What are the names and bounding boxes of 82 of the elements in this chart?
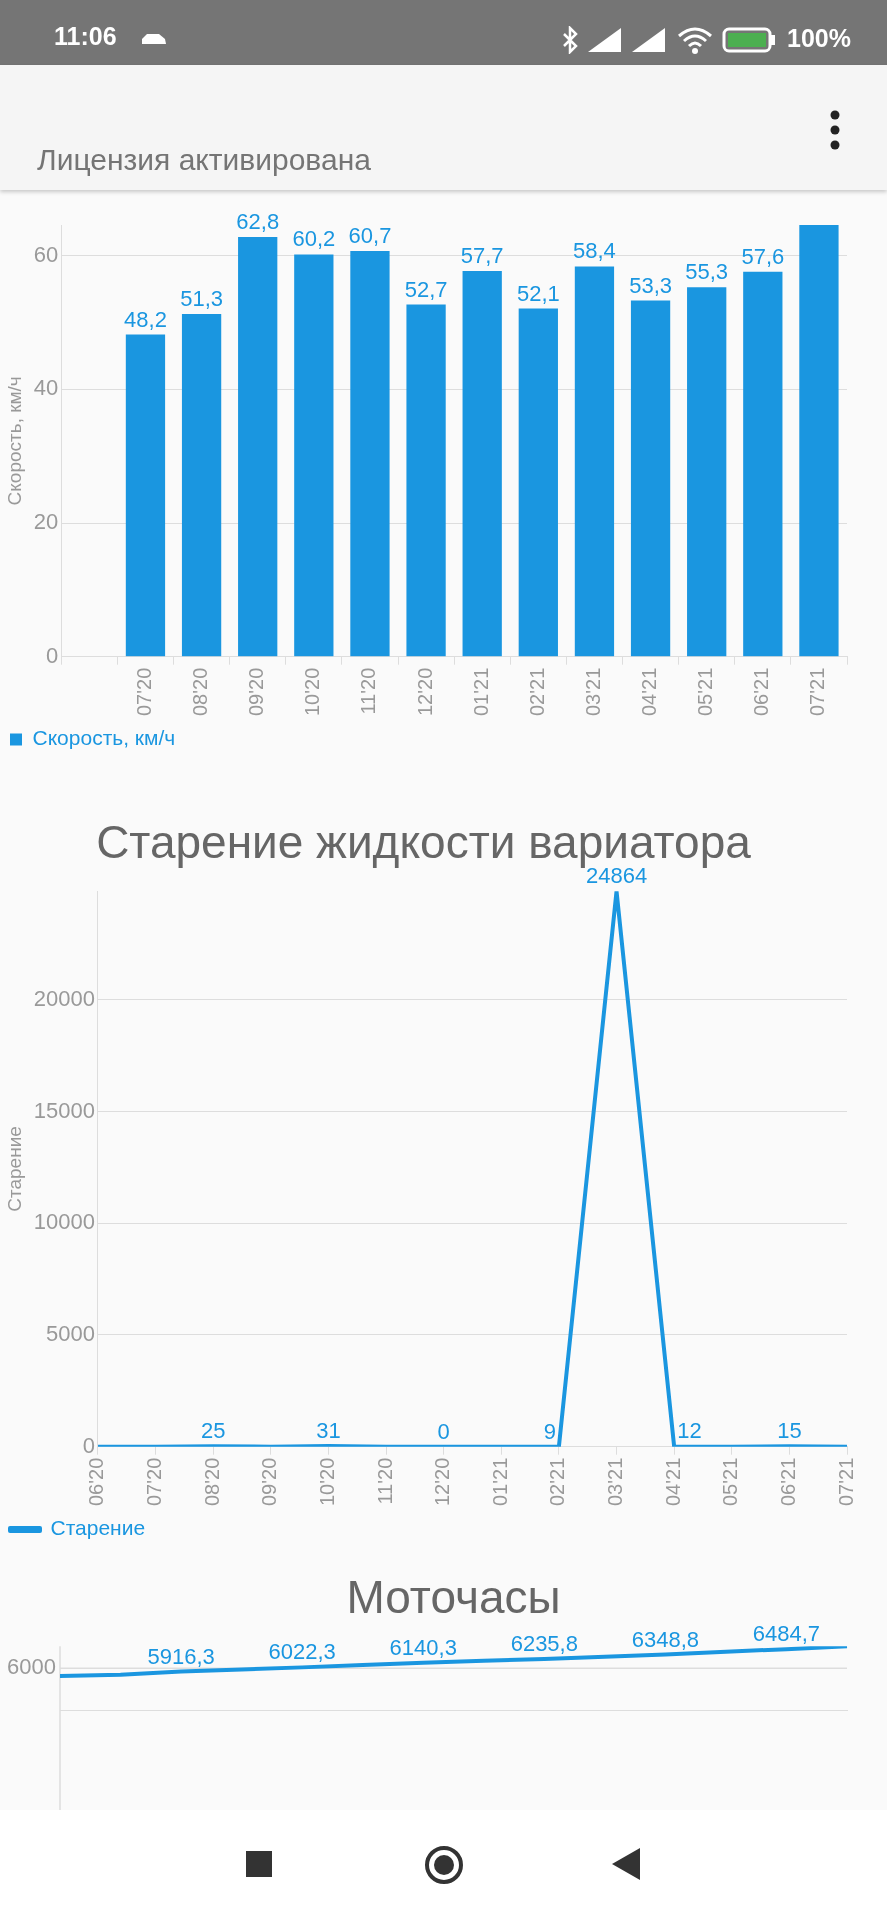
data-label: 6235,8: [510, 1631, 578, 1657]
bar: [462, 271, 502, 657]
x-tick-label: 09'20: [258, 1457, 281, 1506]
data-label: 25: [200, 1418, 226, 1444]
x-tick-label: 12'20: [431, 1457, 454, 1506]
text: 11:06: [54, 22, 117, 51]
data-label: 9: [543, 1418, 556, 1444]
x-tick-label: 01'21: [469, 667, 492, 716]
x-tick-label: 06'21: [750, 667, 773, 716]
x-tick-label: 07'20: [143, 1457, 166, 1506]
x-tick-label: 11'20: [373, 1457, 396, 1505]
x-tick-label: 11'20: [357, 667, 380, 715]
data-label: 52,1: [516, 280, 560, 306]
y-axis-title: Старение: [3, 1126, 25, 1212]
x-tick-label: 04'21: [638, 667, 661, 716]
data-label: 6484,7: [752, 1621, 821, 1647]
y-tick-label: 5000: [46, 1321, 95, 1347]
x-tick-label: 05'21: [694, 667, 717, 716]
bar: [181, 313, 222, 657]
x-tick-label: 06'21: [776, 1457, 799, 1506]
legend-label: Старение: [50, 1516, 146, 1540]
data-label: 52,7: [404, 276, 448, 302]
x-tick-label: 06'20: [85, 1457, 108, 1506]
bar: [125, 334, 166, 657]
data-label: 60,2: [292, 226, 336, 252]
x-tick-label: 07'21: [834, 1457, 857, 1506]
data-label: 15: [777, 1418, 802, 1444]
bar: [406, 304, 446, 657]
y-axis-title: Скорость, км/ч: [3, 376, 25, 506]
x-tick-label: 07'20: [132, 667, 155, 716]
y-tick-label: 0: [82, 1432, 95, 1458]
data-label: 53,3: [629, 272, 672, 298]
x-tick-label: 07'21: [806, 667, 829, 716]
data-label: 55,3: [685, 259, 729, 285]
x-tick-label: 02'21: [546, 1457, 569, 1506]
data-label: 51,3: [180, 285, 223, 311]
x-tick-label: 10'20: [301, 667, 324, 716]
legend-label: Скорость, км/ч: [32, 726, 176, 750]
bar: [630, 300, 671, 657]
data-label: 57,6: [741, 243, 785, 269]
text: Лицензия активирована: [37, 143, 371, 177]
x-tick-label: 12'20: [413, 667, 436, 716]
bar: [743, 271, 783, 657]
x-tick-label: 09'20: [245, 667, 268, 716]
data-label: 62,8: [236, 209, 280, 235]
y-tick-label: 20000: [33, 985, 95, 1011]
bar: [238, 237, 278, 657]
text: 100%: [787, 24, 851, 53]
data-label: 6140,3: [389, 1634, 457, 1660]
x-tick-label: 04'21: [661, 1457, 684, 1506]
bar: [350, 251, 390, 657]
data-label: 48,2: [124, 306, 167, 332]
y-tick-label: 10000: [33, 1209, 95, 1235]
data-label: 31: [316, 1418, 341, 1444]
ref-line-label: 6000: [7, 1654, 56, 1680]
data-label: 60,7: [348, 223, 392, 249]
data-label: 12: [677, 1418, 702, 1444]
x-tick-label: 08'20: [200, 1457, 223, 1506]
y-tick-label: 0: [46, 642, 59, 668]
x-tick-label: 02'21: [525, 667, 548, 716]
bar: [799, 225, 839, 657]
x-tick-label: 05'21: [719, 1457, 742, 1506]
chart-title: Моточасы: [346, 1571, 561, 1624]
x-tick-label: 03'21: [581, 667, 604, 716]
x-tick-label: 10'20: [315, 1457, 338, 1506]
data-label: 5916,3: [147, 1643, 215, 1669]
bar: [574, 266, 615, 657]
y-tick-label: 20: [33, 509, 59, 535]
x-tick-label: 01'21: [488, 1457, 511, 1506]
bar: [687, 287, 727, 657]
data-label: 6022,3: [268, 1639, 336, 1665]
y-tick-label: 15000: [33, 1097, 95, 1123]
y-tick-label: 40: [33, 375, 59, 401]
bar: [518, 308, 558, 657]
data-label: 0: [437, 1418, 450, 1444]
data-label: 57,7: [460, 243, 504, 269]
bar: [294, 254, 334, 657]
y-tick-label: 60: [33, 241, 59, 267]
x-tick-label: 03'21: [604, 1457, 627, 1506]
x-tick-label: 08'20: [189, 667, 212, 716]
data-label: 58,4: [573, 238, 616, 264]
data-label: 6348,8: [631, 1626, 700, 1652]
